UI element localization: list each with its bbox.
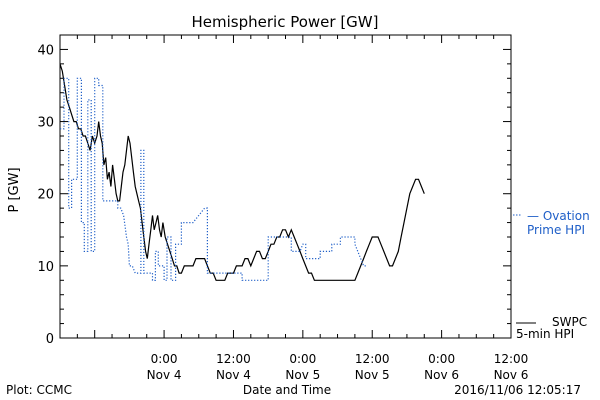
- legend-swpc-line2: 5-min HPI: [516, 327, 574, 341]
- footer-timestamp: 2016/11/06 12:05:17: [454, 383, 581, 397]
- y-tick-label: 10: [37, 260, 54, 275]
- x-tick-time-label: 12:00: [494, 352, 529, 366]
- x-tick-time-label: 0:00: [289, 352, 316, 366]
- x-tick-time-label: 0:00: [151, 352, 178, 366]
- x-tick-date-label: Nov 6: [494, 368, 529, 382]
- x-tick-time-label: 12:00: [355, 352, 390, 366]
- y-tick-label: 20: [37, 188, 54, 203]
- x-tick-date-label: Nov 5: [285, 368, 320, 382]
- x-tick-date-label: Nov 5: [355, 368, 390, 382]
- legend-ovation-line1: — Ovation: [527, 209, 590, 223]
- y-tick-label: 40: [37, 43, 54, 58]
- footer-plot-credit: Plot: CCMC: [6, 383, 72, 397]
- x-tick-date-label: Nov 4: [216, 368, 251, 382]
- series-layer: [59, 63, 425, 281]
- series-line-ovation: [60, 77, 367, 281]
- x-tick-time-label: 0:00: [428, 352, 455, 366]
- legend-ovation-line2: Prime HPI: [527, 223, 585, 237]
- y-tick-label: 0: [46, 332, 54, 347]
- x-tick-date-label: Nov 4: [147, 368, 182, 382]
- x-axis-ticks: 0:00 Nov 4 12:00 Nov 4 0:00 Nov 5 12:00 Nov 5 0:…: [59, 35, 529, 382]
- chart-title: Hemispheric Power [GW]: [192, 13, 379, 31]
- x-axis-label: Date and Time: [243, 383, 331, 397]
- y-tick-label: 30: [37, 116, 54, 131]
- plot-frame: [59, 34, 512, 339]
- legend-swpc-line1: SWPC: [552, 315, 587, 329]
- x-tick-time-label: 12:00: [216, 352, 251, 366]
- y-axis-ticks: 0 10 20 30 40: [37, 34, 511, 347]
- series-line-swpc: [59, 63, 425, 281]
- x-tick-date-label: Nov 6: [424, 368, 459, 382]
- y-axis-label: P [GW]: [7, 167, 22, 212]
